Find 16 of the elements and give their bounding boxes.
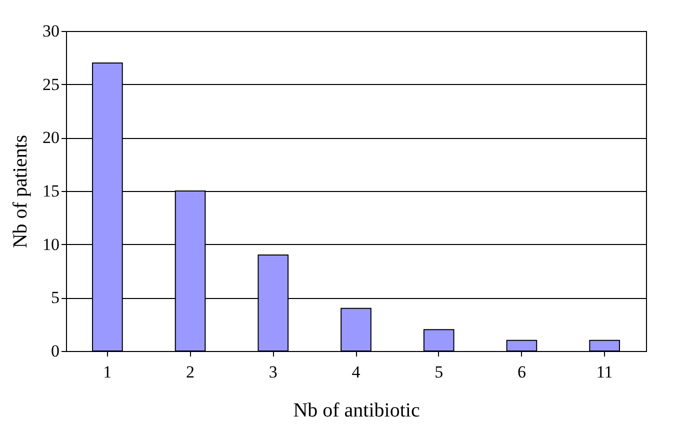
y-tick-label: 20 [42, 128, 60, 148]
y-tick-label: 0 [51, 342, 60, 360]
x-tick-label: 11 [596, 362, 613, 382]
x-tick-label: 5 [434, 362, 444, 382]
y-tick-label: 30 [42, 22, 60, 40]
x-tick-label: 3 [268, 362, 278, 382]
x-tick-label: 4 [352, 362, 361, 382]
y-tick-label: 15 [42, 182, 60, 200]
x-tick-label: 1 [103, 362, 112, 382]
x-axis-title: Nb of antibiotic [293, 400, 420, 422]
y-axis-title: Nb of patients [10, 134, 32, 248]
x-tick-label: 2 [186, 362, 195, 382]
y-tick-label: 25 [42, 74, 60, 94]
x-tick-label: 6 [517, 362, 526, 382]
y-tick-label: 5 [51, 288, 60, 308]
y-tick-label: 10 [42, 234, 60, 254]
